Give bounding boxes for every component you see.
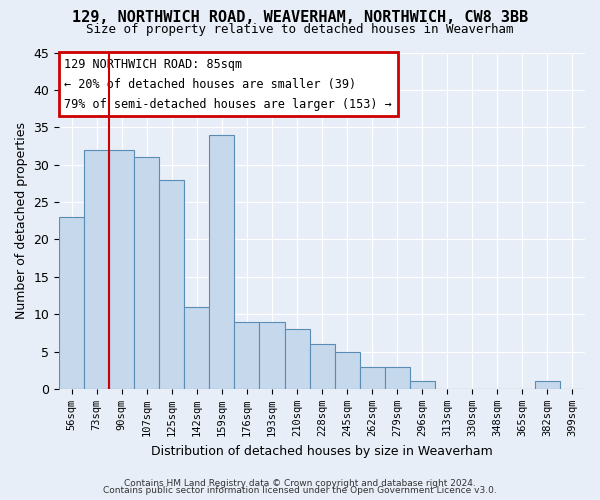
Bar [259, 322, 284, 389]
Bar [335, 352, 359, 389]
Bar [284, 329, 310, 389]
Bar [310, 344, 335, 389]
Bar [410, 382, 435, 389]
Bar [359, 366, 385, 389]
Bar [535, 382, 560, 389]
Bar [235, 322, 259, 389]
Bar [84, 150, 109, 389]
Text: Contains HM Land Registry data © Crown copyright and database right 2024.: Contains HM Land Registry data © Crown c… [124, 478, 476, 488]
Text: Contains public sector information licensed under the Open Government Licence v3: Contains public sector information licen… [103, 486, 497, 495]
Bar [209, 134, 235, 389]
Text: Size of property relative to detached houses in Weaverham: Size of property relative to detached ho… [86, 22, 514, 36]
Bar [184, 306, 209, 389]
Bar [59, 217, 84, 389]
Bar [160, 180, 184, 389]
Text: 129, NORTHWICH ROAD, WEAVERHAM, NORTHWICH, CW8 3BB: 129, NORTHWICH ROAD, WEAVERHAM, NORTHWIC… [72, 10, 528, 25]
Bar [109, 150, 134, 389]
X-axis label: Distribution of detached houses by size in Weaverham: Distribution of detached houses by size … [151, 444, 493, 458]
Text: 129 NORTHWICH ROAD: 85sqm
← 20% of detached houses are smaller (39)
79% of semi-: 129 NORTHWICH ROAD: 85sqm ← 20% of detac… [64, 58, 392, 110]
Bar [385, 366, 410, 389]
Y-axis label: Number of detached properties: Number of detached properties [15, 122, 28, 319]
Bar [134, 157, 160, 389]
